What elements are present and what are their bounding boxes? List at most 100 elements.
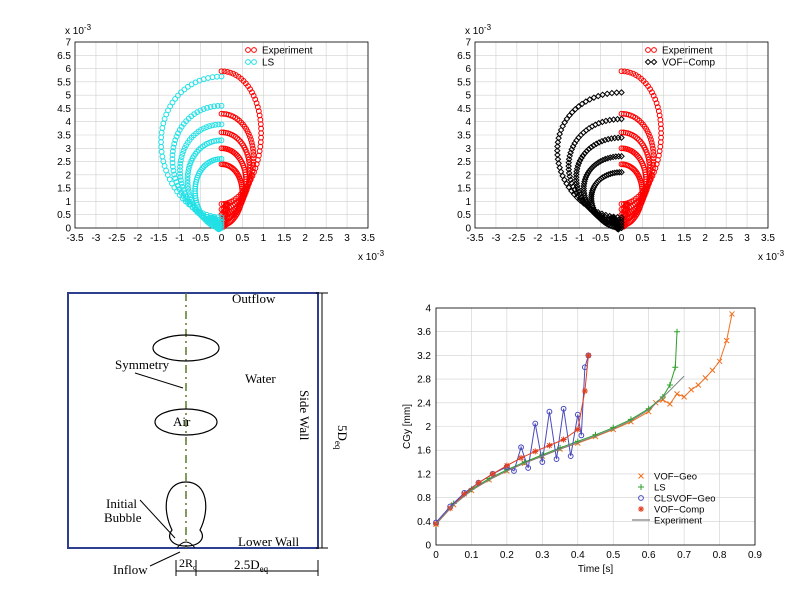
vofcomp-chart-point-vof_comp [610,116,617,123]
ls-chart-point-experiment [246,159,253,166]
ls-chart-point-experiment [250,161,257,168]
bubble-label: Bubble [104,510,142,525]
ls-chart-point-ls [214,103,221,109]
ls-chart-point-ls [169,163,176,170]
vofcomp-chart-x-tick-label: -3.5 [466,233,484,244]
vofcomp-chart-point-experiment [647,133,653,140]
cgy-legend-label: VOF−Geo [654,472,697,483]
vofcomp-chart-point-experiment [618,145,625,152]
ls-chart-y-tick-label: 3 [65,144,71,155]
vofcomp-chart-y-tick-label: 4.5 [457,104,471,115]
vofcomp-chart-y-tick-label: 6.5 [457,51,471,62]
vofcomp-chart-point-vof_comp [565,162,572,170]
ls-chart-point-ls [159,125,166,131]
ls-chart-point-ls [218,121,225,128]
vofcomp-chart-point-vof_comp [595,119,603,127]
ls-chart-point-experiment [250,148,257,155]
ls-chart-x-tick-label: 0.5 [235,233,249,244]
inflow-pointer [149,551,181,567]
ls-chart-point-ls [180,148,187,154]
ls-chart-x-tick-label: -2.5 [108,233,126,244]
vofcomp-chart-point-vof_comp [615,168,623,176]
vofcomp-chart-point-vof_comp [579,152,587,159]
vofcomp-chart-point-vof_comp [567,176,574,184]
ls-chart-point-ls [186,191,193,198]
ls-chart-point-experiment [239,189,246,196]
cgy-point-clsvof_geo [532,420,539,427]
vofcomp-chart-x-tick-label: 2.5 [719,233,733,244]
vofcomp-chart-point-experiment [630,70,637,77]
vofcomp-chart-point-vof_comp [588,196,595,204]
ls-chart-x-tick-label: -2 [133,233,142,244]
vofcomp-chart-point-vof_comp [594,92,602,100]
ls-chart-point-experiment [245,156,252,163]
vofcomp-chart-point-vof_comp [575,103,582,110]
ls-chart-point-experiment [221,68,228,75]
ls-chart-point-experiment [254,104,261,110]
plot-area-cgy: 0 0.1 0.2 0.3 0.4 0.5 0.6 0.7 0.8 0.9 0 0.4 0.8 1.2 1.… [402,304,762,576]
ls-chart-y-tick-label: 1.5 [57,184,71,195]
cgy-point-vof_comp_line [581,387,588,394]
ls-chart-point-ls [178,180,185,187]
ls-chart-point-experiment [218,145,225,152]
ls-chart-y-tick-label: 4.5 [57,104,71,115]
ls-chart-y-tick-label: 4 [65,117,71,128]
ls-chart-point-experiment [239,187,246,194]
vofcomp-chart-y-tick-label: 2 [465,170,471,181]
ls-chart-x-tick-label: 1.5 [277,233,291,244]
cgy-x-tick-label: 0.8 [713,550,727,561]
ls-chart-point-ls [161,163,168,169]
ls-chart-point-ls [212,121,219,128]
vofcomp-chart-point-vof_comp [603,90,611,98]
vofcomp-chart-point-vof_comp [576,157,584,164]
vofcomp-chart-point-vof_comp [582,196,590,204]
chart-cgy-vs-time: 0 0.1 0.2 0.3 0.4 0.5 0.6 0.7 0.8 0.9 0 0.4 0.8 1.2 1.… [402,304,762,576]
vofcomp-chart-point-vof_comp [614,115,621,123]
ls-chart-point-experiment [239,185,245,192]
ls-chart-x-tick-label: -0.5 [192,233,210,244]
cgy-point-ls_line [674,328,681,335]
vofcomp-chart-point-vof_comp [571,105,579,113]
vofcomp-chart-y-tick-label: 3 [465,144,471,155]
ls-chart-point-ls [158,144,165,150]
ls-chart-legend-label: Experiment [262,46,313,57]
ls-chart-point-experiment [250,152,257,158]
plot-area-ls: -3.5 -3 -2.5 -2 -1.5 -1 -0.5 0 0.5 1 1.5 2 2.5 3 3.500… [57,23,384,263]
cgy-x-tick-label: 0.2 [500,550,514,561]
width-25d-label: 2.5Deq [234,557,269,574]
ls-chart-y-tick-label: 1 [65,197,71,208]
vofcomp-chart-y-tick-label: 4 [465,117,471,128]
vofcomp-chart-point-vof_comp [613,89,620,96]
ls-chart-y-tick-label: 6.5 [57,51,71,62]
ls-chart-point-ls [209,122,216,129]
cgy-point-vof_geo [709,367,716,374]
cgy-point-clsvof_geo [567,453,574,460]
inflow-orifice [176,541,196,549]
cgy-y-tick-label: 2.8 [417,375,431,386]
vofcomp-chart-point-experiment [624,68,631,75]
vofcomp-chart-point-vof_comp [609,169,616,177]
cgy-point-vof_geo [729,311,735,317]
ls-chart-point-experiment [239,193,245,200]
chart-vofcomp-vs-experiment: -3.5 -3 -2.5 -2 -1.5 -1 -0.5 0 0.5 1 1.5 2 2.5 3 3.500… [457,23,784,263]
cgy-x-tick-label: 0 [433,550,439,561]
ls-chart-legend-marker-experiment [245,47,251,53]
vofcomp-chart-point-experiment [652,96,659,103]
vofcomp-chart-x-tick-label: -0.5 [592,233,610,244]
ls-chart-x-tick-label: -3.5 [66,233,84,244]
vofcomp-chart-point-vof_comp [588,192,595,200]
ls-chart-point-ls [158,139,164,146]
ls-chart-point-ls [197,107,204,114]
cgy-x-tick-label: 0.5 [606,550,620,561]
vofcomp-chart-point-experiment [645,154,652,161]
ls-chart-legend-marker-ls [251,59,257,65]
vofcomp-chart-point-vof_comp [582,98,590,105]
vofcomp-chart-point-vof_comp [608,223,616,230]
ls-chart-point-ls [169,160,176,166]
vofcomp-chart-point-experiment [639,189,646,196]
ls-chart-x-tick-label: 0 [219,233,225,244]
vofcomp-chart-point-vof_comp [554,143,561,150]
vofcomp-chart-point-vof_comp [565,166,573,173]
ls-chart-x-tick-label: 1 [261,233,267,244]
ls-chart-y-tick-label: 2.5 [57,157,71,168]
